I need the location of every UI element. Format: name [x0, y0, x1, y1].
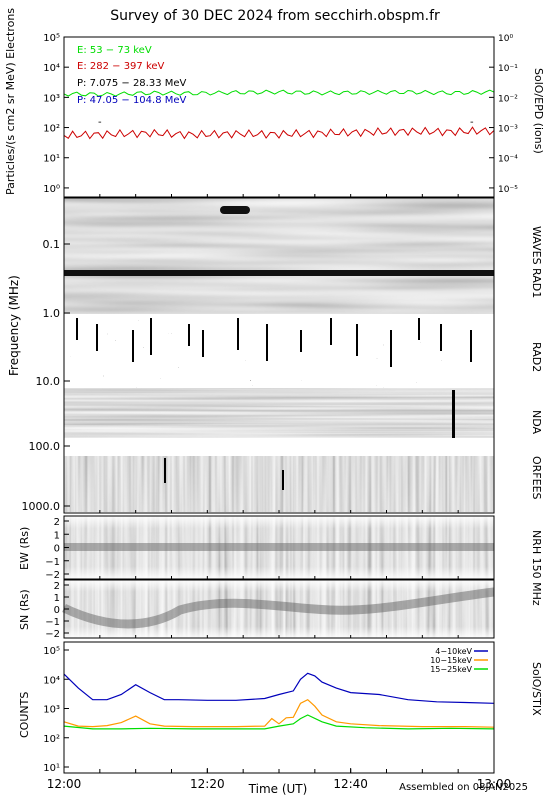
stix-ytick-label: 10⁴	[43, 675, 60, 686]
time-tick-label: 13:00	[477, 777, 512, 791]
particles-right-label: SolO/EPD (ions)	[532, 68, 545, 154]
stix-ytick-label: 10¹	[43, 763, 60, 774]
legend-p-high: P: 47.05 − 104.8 MeV	[77, 95, 187, 106]
gap	[64, 438, 494, 456]
particles-series-line	[63, 89, 495, 97]
nrh-ew-ytick-label: −1	[45, 557, 60, 568]
nrh-sn-fade	[64, 580, 494, 638]
legend-e-low: E: 53 − 73 keV	[77, 45, 152, 56]
stix-legend-label: 15−25keV	[430, 665, 472, 674]
particles-panel: 10⁰ 10¹ 10² 10³ 10⁴ 10⁵ 10⁻⁵ 10⁻⁴ 10⁻³ 10⁻² 10⁻¹ 10…	[4, 8, 545, 198]
stix-ytick-label: 10²	[43, 734, 60, 745]
particles-ytick-label: 10⁴	[43, 63, 60, 74]
nrh-ew-panel: 210−1−2 EW (Rs) NRH 150 MHz	[18, 515, 543, 606]
nrh-sn-ytick-label: 0	[54, 605, 60, 616]
stix-ylabel: COUNTS	[18, 692, 31, 738]
rad2-burst	[440, 324, 442, 351]
stix-ytick-label: 10⁵	[43, 646, 60, 657]
nrh-sn-track	[62, 587, 495, 629]
nrh-ew-ytick-label: 2	[54, 517, 60, 528]
stix-series-line	[63, 698, 495, 728]
radio-ylabel: Frequency (MHz)	[7, 275, 21, 376]
stix-series-line	[63, 714, 495, 730]
nrh-ew-ytick-label: 0	[54, 544, 60, 555]
stix-legend-label: 4−10keV	[435, 647, 472, 656]
rad2-burst	[132, 330, 134, 362]
instrument-nda: NDA	[530, 410, 543, 435]
nrh-sn-panel: 210−1−2 SN (Rs)	[18, 579, 495, 640]
rad2-burst	[390, 330, 392, 367]
rad2-burst	[418, 318, 420, 340]
page-title: Survey of 30 DEC 2024 from secchirh.obsp…	[110, 8, 440, 24]
instrument-nrh: NRH 150 MHz	[530, 530, 543, 606]
instrument-waves-rad1: WAVES RAD1	[530, 226, 543, 298]
nrh-sn-ytick-label: 1	[54, 593, 60, 604]
legend-e-high: E: 282 − 397 keV	[77, 61, 165, 72]
orfees-line-2	[282, 470, 284, 490]
legend-p-low: P: 7.075 − 28.33 MeV	[77, 78, 187, 89]
nrh-ew-ytick-label: −2	[45, 570, 60, 581]
rad2-burst	[330, 318, 332, 345]
orfees-spectrogram	[64, 456, 494, 512]
particles-series-line	[63, 126, 495, 140]
x-axis-label: Time (UT)	[248, 782, 308, 796]
instrument-rad2: RAD2	[530, 342, 543, 372]
particles-right-tick-label: 10⁻¹	[498, 64, 518, 74]
stix-ytick-label: 10³	[43, 705, 60, 716]
rad1-band	[64, 270, 494, 276]
particles-right-tick-label: 10⁻²	[498, 94, 518, 104]
particles-right-tick-label: 10⁻³	[498, 125, 518, 135]
instrument-orfees: ORFEES	[530, 456, 543, 500]
rad1-spectrogram	[64, 198, 494, 314]
stix-legend-label: 10−15keV	[430, 656, 472, 665]
nrh-ew-band	[64, 543, 494, 551]
stix-right-label: SolO/STIX	[530, 662, 543, 716]
rad2-spectrogram	[64, 314, 494, 388]
nda-spike	[452, 390, 455, 438]
nrh-sn-ytick-label: −1	[45, 617, 60, 628]
radio-ytick-label: 10.0	[36, 375, 61, 388]
nrh-ew-ytick-label: 1	[54, 530, 60, 541]
time-tick-label: 12:20	[190, 777, 225, 791]
particles-ytick-label: 10⁰	[43, 184, 60, 195]
time-tick-label: 12:40	[333, 777, 368, 791]
rad2-burst	[202, 330, 204, 357]
rad2-burst	[76, 318, 78, 340]
particles-ytick-label: 10³	[43, 93, 60, 104]
particles-ytick-label: 10¹	[43, 154, 60, 165]
rad1-blob	[220, 206, 250, 214]
particles-right-tick-label: 10⁻⁴	[498, 155, 518, 165]
rad2-burst	[96, 324, 98, 351]
nrh-sn-ytick-label: 2	[54, 581, 60, 592]
radio-ytick-label: 1.0	[43, 307, 61, 320]
particles-right-tick-label: 10⁻⁵	[498, 185, 518, 195]
radio-panel: 0.1 1.0 10.0 100.0 1000.0 Frequency (MHz) WA…	[7, 197, 543, 514]
stix-series-line	[63, 672, 495, 704]
rad2-burst	[470, 330, 472, 362]
particles-ylabel: Particles/(s cm2 sr MeV) Electrons	[4, 8, 17, 195]
assembly-footer: Assembled on 08JAN2025	[399, 782, 528, 793]
radio-ytick-label: 100.0	[29, 440, 61, 453]
particles-ytick-label: 10²	[43, 124, 60, 135]
nrh-sn-ylabel: SN (Rs)	[18, 589, 31, 630]
rad2-burst	[188, 324, 190, 346]
time-tick-label: 12:00	[47, 777, 82, 791]
rad2-burst	[356, 324, 358, 356]
nrh-sn-ytick-label: −2	[45, 629, 60, 640]
nda-spectrogram	[64, 388, 494, 438]
rad2-burst	[237, 318, 239, 350]
radio-ytick-label: 0.1	[43, 238, 61, 251]
rad2-burst	[266, 324, 268, 361]
rad2-burst	[300, 330, 302, 352]
nrh-ew-ylabel: EW (Rs)	[18, 527, 31, 570]
proton-marker-left: -	[98, 117, 102, 128]
orfees-line-1	[164, 458, 166, 483]
particles-ytick-label: 10⁵	[43, 33, 60, 44]
particles-right-tick-label: 10⁰	[498, 34, 513, 44]
rad2-burst	[150, 318, 152, 355]
radio-ytick-label: 1000.0	[22, 500, 61, 513]
proton-marker-right: -	[470, 117, 474, 128]
